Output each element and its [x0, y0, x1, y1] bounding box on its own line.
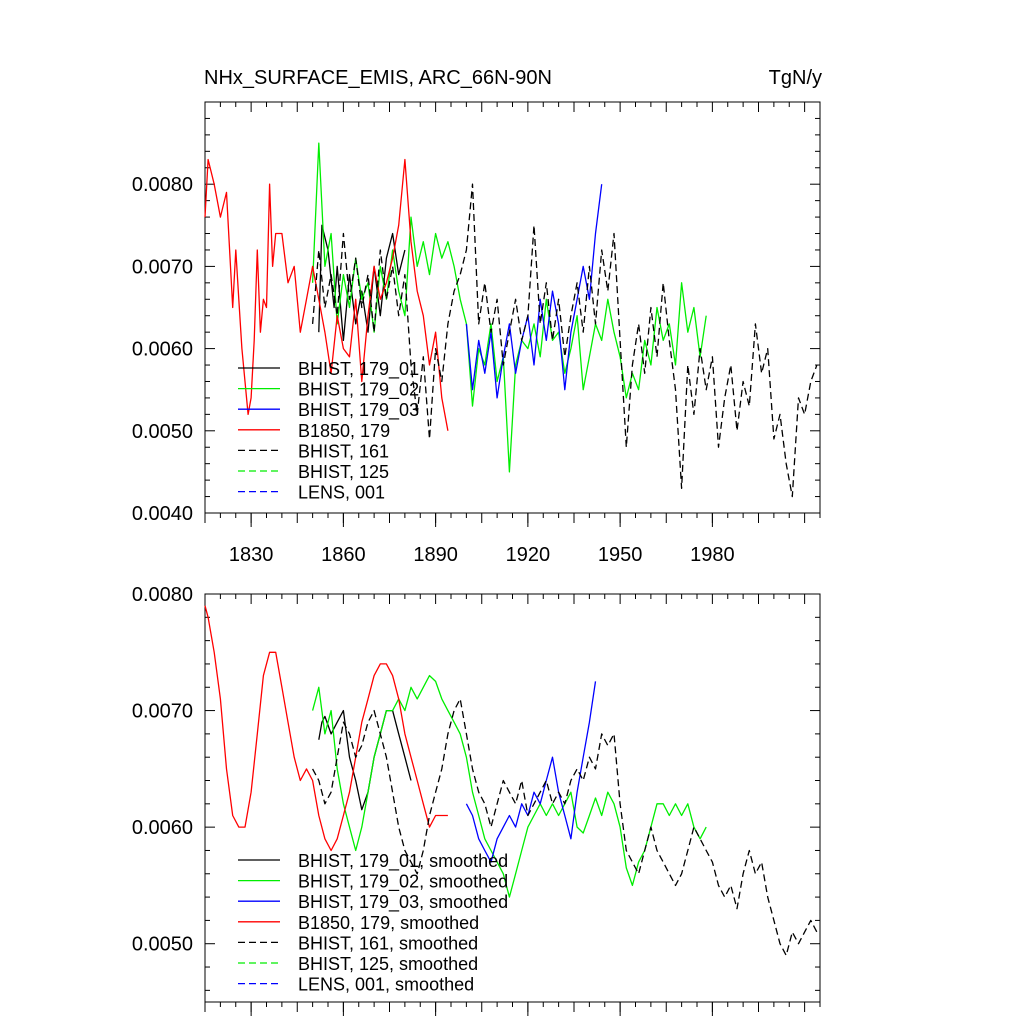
bottom-legend-label: BHIST, 179_02, smoothed	[298, 872, 508, 893]
bottom-y-tick-label: 0.0070	[132, 701, 193, 723]
top-y-tick-label: 0.0060	[132, 339, 193, 361]
top-x-tick-label: 1830	[229, 544, 274, 566]
bottom-series-line-0	[318, 709, 412, 811]
bottom-y-tick-label: 0.0080	[132, 584, 193, 606]
top-y-tick-label: 0.0080	[132, 174, 193, 196]
top-y-tick-label: 0.0070	[132, 256, 193, 278]
top-series-line-3	[204, 158, 449, 431]
bottom-series-line-4	[312, 698, 818, 957]
top-legend-label: BHIST, 125	[298, 462, 389, 482]
top-x-tick-label: 1860	[321, 544, 366, 566]
bottom-panel: 0.0050 0.0060 0.0070 0.0080 BHIST, 179_01, …	[132, 584, 821, 1016]
bottom-series-line-3	[204, 605, 448, 852]
bottom-legend-label: BHIST, 125, smoothed	[298, 954, 478, 974]
bottom-series-line-1	[311, 674, 707, 898]
bottom-legend-label: LENS, 001, smoothed	[298, 975, 474, 995]
top-legend-label: LENS, 001	[298, 483, 385, 503]
top-x-tick-label: 1950	[598, 544, 643, 566]
bottom-y-tick-label: 0.0060	[132, 817, 193, 839]
top-legend-label: BHIST, 179_01	[298, 359, 419, 380]
bottom-legend-label: BHIST, 179_01, smoothed	[298, 851, 508, 872]
top-x-tick-label: 1980	[690, 544, 735, 566]
bottom-y-tick-label: 0.0050	[132, 934, 193, 956]
top-series-line-2	[465, 184, 603, 399]
bottom-legend-label: B1850, 179, smoothed	[298, 913, 479, 933]
top-y-tick-label: 0.0050	[132, 421, 193, 443]
bottom-series-line-2	[465, 681, 597, 863]
top-x-tick-label: 1920	[506, 544, 551, 566]
chart-title: NHx_SURFACE_EMIS, ARC_66N-90N	[204, 67, 552, 89]
top-y-tick-label: 0.0040	[132, 503, 193, 525]
units-label: TgN/y	[769, 67, 822, 89]
top-legend-label: BHIST, 161	[298, 441, 389, 461]
bottom-legend-label: BHIST, 179_03, smoothed	[298, 892, 508, 913]
top-x-tick-label: 1890	[413, 544, 458, 566]
top-series-line-0	[318, 224, 406, 342]
top-panel: 0.0040 0.0050 0.0060 0.0070 0.0080 1830 1860 18…	[132, 101, 821, 566]
bottom-legend-label: BHIST, 161, smoothed	[298, 933, 478, 953]
top-legend-label: BHIST, 179_02	[298, 380, 419, 401]
top-legend-label: BHIST, 179_03	[298, 400, 419, 421]
top-legend-label: B1850, 179	[298, 421, 390, 441]
